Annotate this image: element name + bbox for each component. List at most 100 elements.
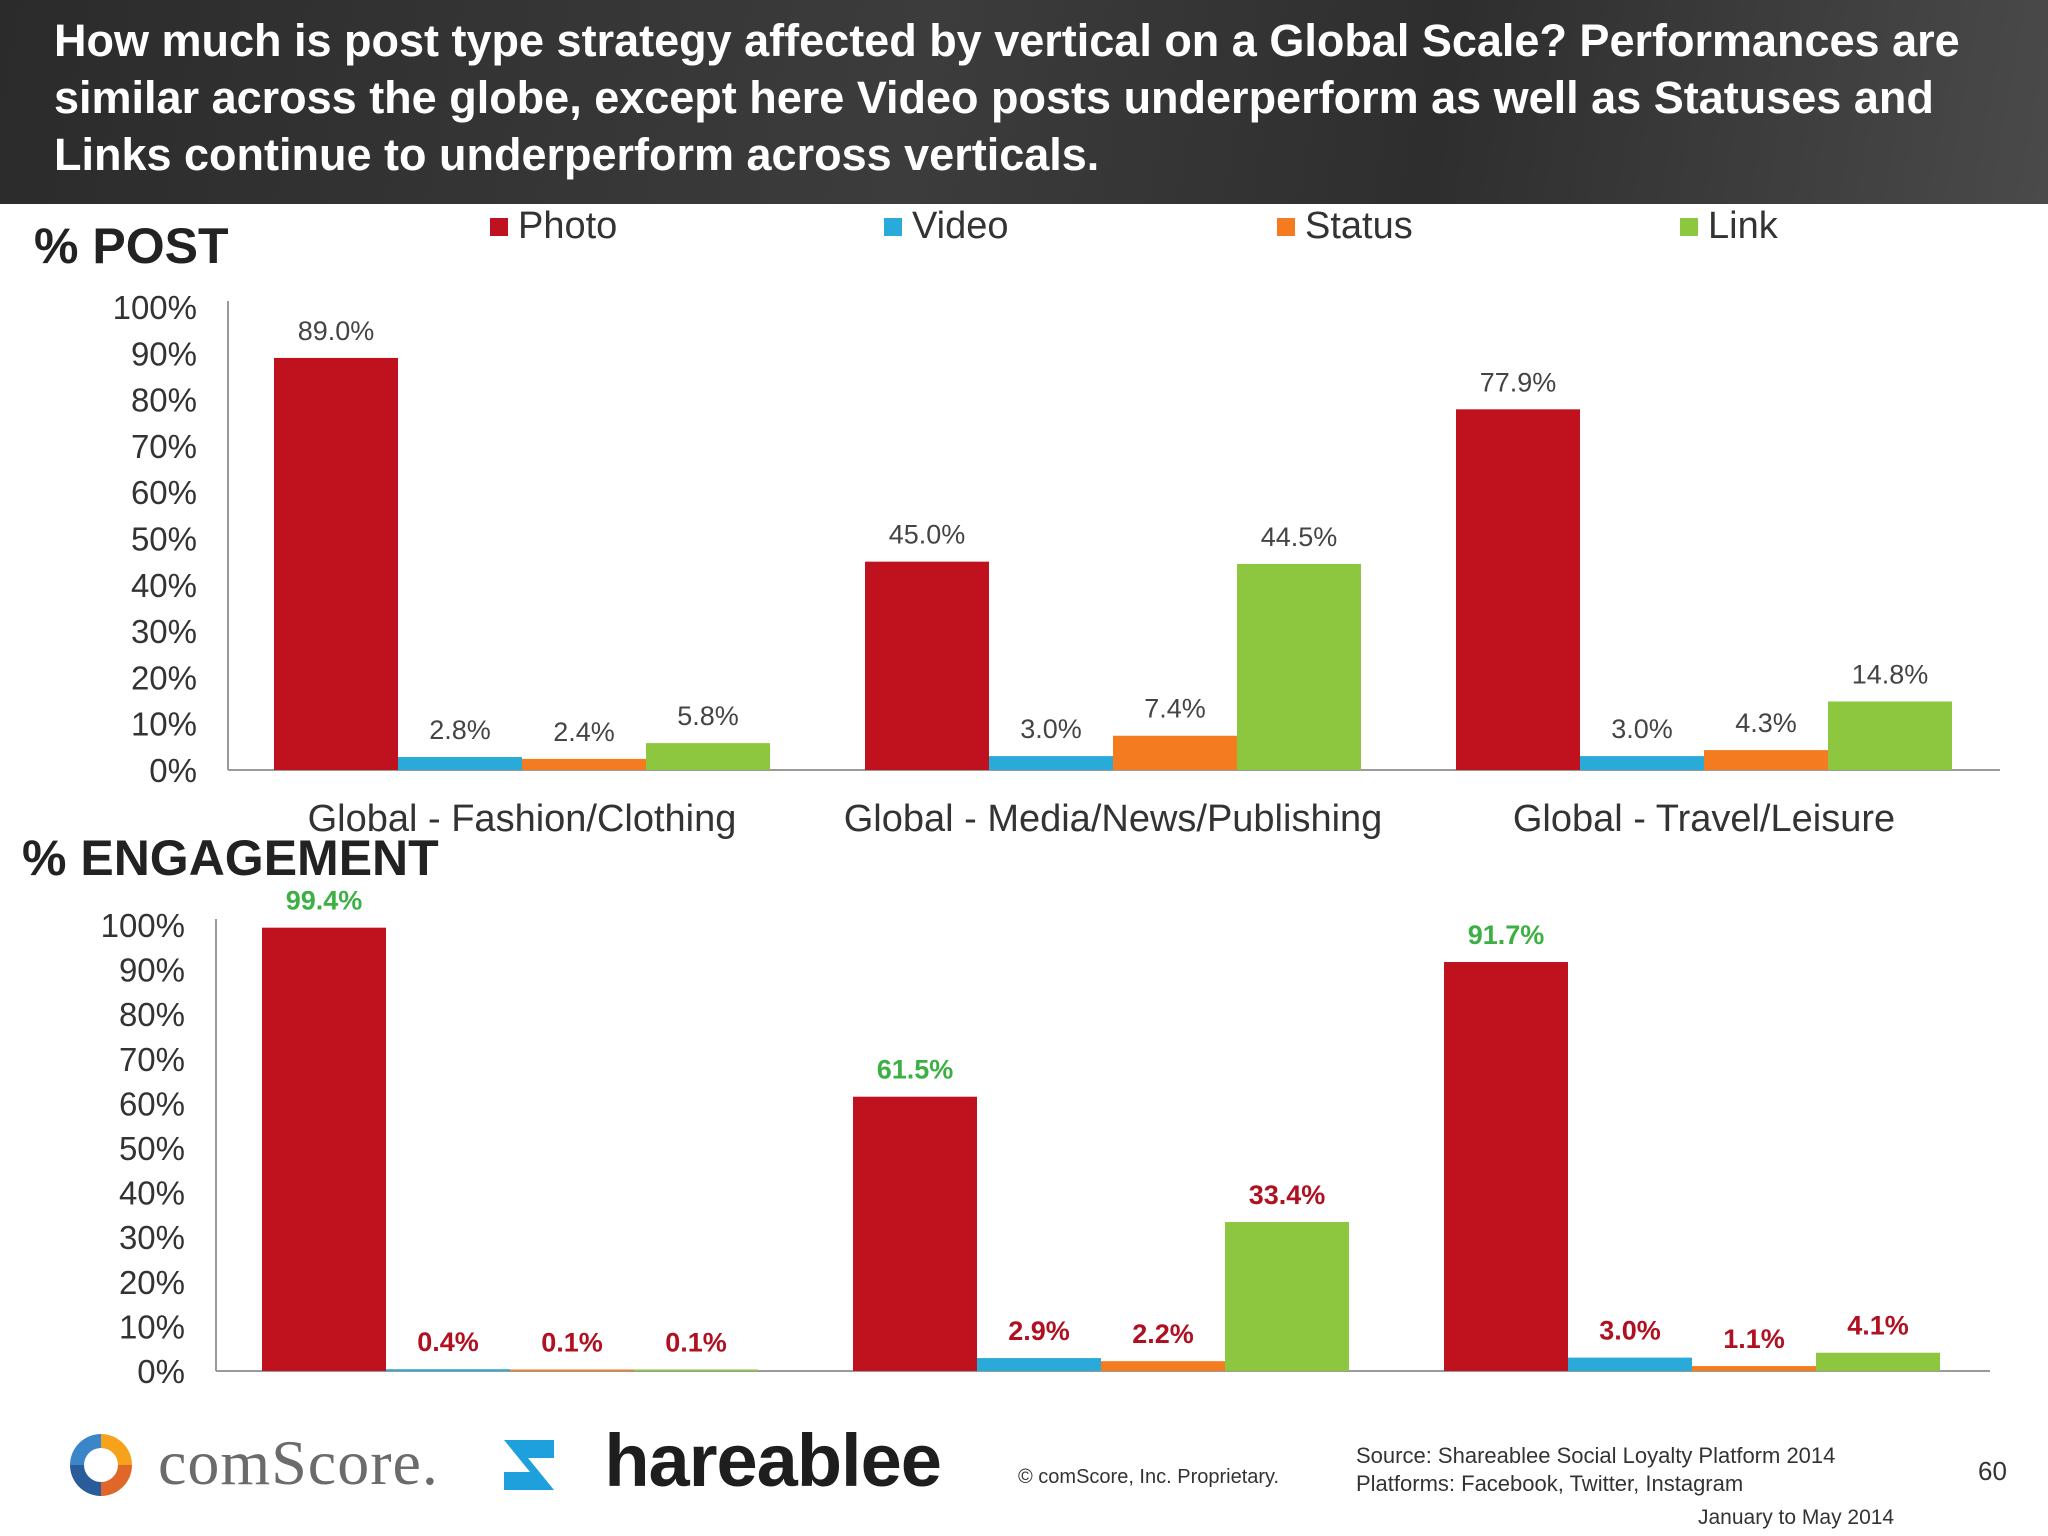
bar-video bbox=[1580, 756, 1704, 770]
data-label: 2.9% bbox=[1008, 1316, 1070, 1346]
y-tick-label: 40% bbox=[131, 567, 197, 604]
bar-video bbox=[977, 1358, 1101, 1371]
comscore-logo-icon bbox=[70, 1434, 132, 1496]
y-tick-label: 20% bbox=[131, 659, 197, 696]
source-line-2: Platforms: Facebook, Twitter, Instagram bbox=[1356, 1471, 1744, 1496]
bar-photo bbox=[274, 357, 398, 770]
data-label: 89.0% bbox=[298, 316, 375, 346]
y-tick-label: 50% bbox=[131, 521, 197, 558]
data-label: 4.3% bbox=[1735, 708, 1797, 738]
data-label: 2.2% bbox=[1132, 1319, 1194, 1349]
post-bar-chart: 0% 10% 20% 30% 40% 50% 60% 70% 80% 90% 100% 89.0% 2.… bbox=[113, 289, 2000, 840]
shareablee-logo-icon bbox=[504, 1440, 554, 1490]
bar-status bbox=[1113, 735, 1237, 770]
category-label: Global - Travel/Leisure bbox=[1513, 798, 1895, 840]
y-tick-label: 80% bbox=[131, 382, 197, 419]
data-label: 14.8% bbox=[1852, 659, 1929, 689]
bar-link bbox=[1828, 701, 1952, 770]
bar-photo bbox=[1456, 409, 1580, 770]
bar-status bbox=[1692, 1366, 1816, 1371]
bar-link bbox=[634, 1369, 758, 1371]
legend-label-video: Video bbox=[912, 205, 1009, 247]
y-tick-label: 70% bbox=[131, 428, 197, 465]
y-tick-label: 80% bbox=[119, 996, 185, 1033]
bar-video bbox=[989, 756, 1113, 770]
shareablee-logo-text: Shareablee bbox=[604, 1419, 942, 1502]
bar-status bbox=[1704, 750, 1828, 770]
legend-swatch-link bbox=[1680, 217, 1698, 236]
bar-status bbox=[522, 758, 646, 770]
data-label: 99.4% bbox=[286, 886, 363, 916]
source-line-1: Source: Shareablee Social Loyalty Platfo… bbox=[1356, 1443, 1836, 1468]
legend-item-status: Status bbox=[1277, 205, 1413, 248]
y-tick-label: 100% bbox=[113, 289, 197, 326]
category-label: Global - Fashion/Clothing bbox=[308, 798, 737, 840]
comscore-logo-text: comScore. bbox=[158, 1427, 439, 1498]
legend-label-link: Link bbox=[1708, 205, 1778, 247]
data-label: 0.1% bbox=[541, 1328, 603, 1358]
header-banner: How much is post type strategy affected … bbox=[0, 0, 2048, 204]
y-tick-label: 0% bbox=[137, 1353, 185, 1390]
page-number: 60 bbox=[1978, 1456, 2007, 1486]
date-range: January to May 2014 bbox=[1698, 1506, 1895, 1529]
bar-photo bbox=[853, 1096, 977, 1371]
bar-link bbox=[1237, 563, 1361, 770]
legend-label-status: Status bbox=[1305, 205, 1413, 247]
legend-item-video: Video bbox=[884, 205, 1009, 248]
data-label: 45.0% bbox=[889, 520, 966, 550]
data-label: 91.7% bbox=[1468, 920, 1545, 950]
data-label: 3.0% bbox=[1611, 714, 1673, 744]
bar-photo bbox=[865, 561, 989, 770]
bar-photo bbox=[1444, 962, 1568, 1371]
y-tick-label: 60% bbox=[131, 474, 197, 511]
bar-link bbox=[1816, 1352, 1940, 1371]
y-tick-label: 50% bbox=[119, 1130, 185, 1167]
data-label: 4.1% bbox=[1847, 1311, 1909, 1341]
data-label: 3.0% bbox=[1599, 1316, 1661, 1346]
category-label: Global - Media/News/Publishing bbox=[844, 798, 1383, 840]
data-label: 2.4% bbox=[553, 717, 615, 747]
bar-video bbox=[1568, 1357, 1692, 1371]
y-tick-label: 30% bbox=[131, 613, 197, 650]
y-tick-label: 20% bbox=[119, 1264, 185, 1301]
y-tick-label: 10% bbox=[119, 1308, 185, 1345]
data-label: 0.1% bbox=[665, 1328, 727, 1358]
data-label: 0.4% bbox=[417, 1327, 479, 1357]
legend-swatch-status bbox=[1277, 217, 1295, 236]
legend-label-photo: Photo bbox=[518, 205, 618, 247]
data-label: 33.4% bbox=[1249, 1180, 1326, 1210]
data-label: 7.4% bbox=[1144, 694, 1206, 724]
y-tick-label: 30% bbox=[119, 1219, 185, 1256]
y-tick-label: 0% bbox=[149, 752, 197, 789]
bar-video bbox=[398, 757, 522, 770]
data-label: 2.8% bbox=[429, 715, 491, 745]
y-tick-label: 100% bbox=[101, 907, 185, 944]
bar-video bbox=[386, 1369, 510, 1371]
legend-swatch-video bbox=[884, 217, 902, 236]
bar-link bbox=[646, 743, 770, 770]
data-label: 3.0% bbox=[1020, 714, 1082, 744]
data-label: 77.9% bbox=[1480, 367, 1557, 397]
y-tick-label: 70% bbox=[119, 1041, 185, 1078]
footer bbox=[0, 1392, 2048, 1536]
post-chart-title: % POST bbox=[34, 218, 229, 274]
bar-status bbox=[510, 1369, 634, 1371]
data-label: 44.5% bbox=[1261, 522, 1338, 552]
copyright-text: © comScore, Inc. Proprietary. bbox=[1018, 1466, 1280, 1488]
legend-item-photo: Photo bbox=[490, 205, 617, 248]
data-label: 1.1% bbox=[1723, 1324, 1785, 1354]
slide-title: How much is post type strategy affected … bbox=[54, 15, 1960, 180]
y-tick-label: 90% bbox=[131, 335, 197, 372]
y-tick-label: 60% bbox=[119, 1085, 185, 1122]
y-tick-label: 40% bbox=[119, 1175, 185, 1212]
engagement-chart-title: % ENGAGEMENT bbox=[22, 830, 439, 886]
engagement-bar-chart: 0% 10% 20% 30% 40% 50% 60% 70% 80% 90% 100% 99.4% 0.… bbox=[101, 886, 1990, 1440]
bar-photo bbox=[262, 927, 386, 1371]
chart-legend: Photo Video Status Link bbox=[0, 205, 2048, 255]
y-tick-label: 10% bbox=[131, 706, 197, 743]
legend-swatch-photo bbox=[490, 217, 508, 236]
bar-status bbox=[1101, 1361, 1225, 1371]
data-label: 5.8% bbox=[677, 701, 739, 731]
data-label: 61.5% bbox=[877, 1055, 954, 1085]
y-tick-label: 90% bbox=[119, 952, 185, 989]
